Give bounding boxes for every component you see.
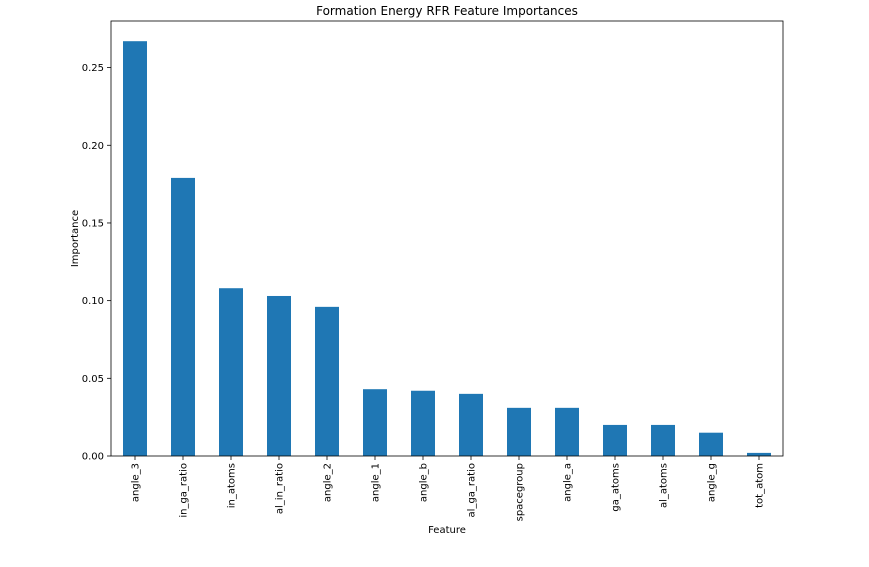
x-tick-label: ga_atoms	[611, 463, 622, 512]
chart-title: Formation Energy RFR Feature Importances	[316, 4, 578, 18]
y-tick-label: 0.00	[82, 452, 104, 463]
x-tick-label: angle_1	[371, 463, 382, 502]
x-tick-label: angle_3	[131, 463, 142, 502]
x-tick-label: al_in_ratio	[275, 463, 286, 514]
y-axis: 0.00 0.05 0.10 0.15 0.20 0.25	[82, 63, 111, 463]
x-tick-label: al_ga_ratio	[467, 463, 478, 517]
bar-al_atoms	[651, 424, 675, 456]
bar-angle_g	[699, 432, 723, 456]
x-axis: angle_3 in_ga_ratio in_atoms al_in_ratio ang…	[131, 456, 766, 521]
bar-ga_atoms	[603, 424, 627, 456]
y-axis-title: Importance	[70, 210, 81, 267]
x-tick-label: angle_g	[707, 463, 718, 502]
x-tick-label: in_ga_ratio	[179, 463, 190, 518]
y-tick-label: 0.20	[82, 141, 104, 152]
x-tick-label: angle_a	[563, 463, 574, 502]
y-tick-label: 0.10	[82, 296, 104, 307]
bar-al_in_ratio	[267, 295, 291, 456]
bar-tot_atom	[747, 452, 771, 456]
bar-al_ga_ratio	[459, 393, 483, 456]
plot-frame	[110, 20, 784, 457]
bar-angle_1	[363, 389, 387, 456]
bar-in_ga_ratio	[171, 177, 195, 457]
y-tick-label: 0.15	[82, 218, 104, 229]
bar-angle_b	[411, 390, 435, 456]
y-tick-label: 0.05	[82, 374, 104, 385]
bars-group	[123, 41, 771, 457]
x-tick-label: angle_2	[323, 463, 334, 502]
bar-spacegroup	[507, 407, 531, 456]
bar-angle_3	[123, 41, 147, 456]
x-tick-label: al_atoms	[659, 463, 670, 508]
bar-angle_2	[315, 306, 339, 456]
y-tick-label: 0.25	[82, 63, 104, 74]
x-tick-label: angle_b	[419, 463, 430, 502]
x-axis-title: Feature	[428, 525, 466, 536]
bar-in_atoms	[219, 288, 243, 456]
x-tick-label: tot_atom	[755, 463, 766, 508]
x-tick-label: spacegroup	[515, 463, 526, 521]
x-tick-label: in_atoms	[227, 463, 238, 508]
bar-angle_a	[555, 407, 579, 456]
